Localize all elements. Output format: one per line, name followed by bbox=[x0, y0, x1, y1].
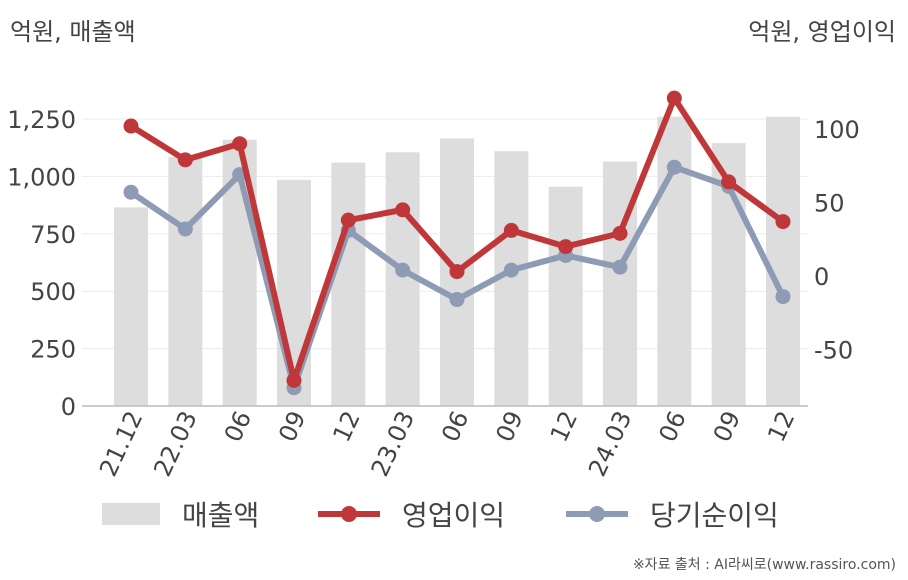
legend-swatch-operating-profit bbox=[318, 503, 380, 525]
legend-label-net-income: 당기순이익 bbox=[650, 499, 779, 532]
bar-revenue bbox=[766, 116, 800, 406]
x-tick-label: 09 bbox=[708, 407, 746, 447]
y-left-tick-label: 0 bbox=[61, 393, 76, 421]
x-tick-label: 22.03 bbox=[148, 407, 202, 481]
series-point bbox=[666, 90, 682, 106]
legend-label-operating-profit: 영업이익 bbox=[402, 499, 506, 532]
x-tick-label: 09 bbox=[490, 407, 528, 447]
series-point bbox=[123, 184, 139, 200]
series-point bbox=[177, 152, 193, 168]
legend-item-net-income: 당기순이익 bbox=[566, 492, 779, 536]
bar-revenue bbox=[331, 162, 366, 406]
bar-revenue bbox=[168, 156, 203, 406]
legend: 매출액 영업이익 당기순이익 bbox=[0, 492, 908, 536]
series-point bbox=[123, 118, 139, 134]
series-point bbox=[395, 202, 411, 218]
y-left-tick-label: 250 bbox=[30, 336, 76, 364]
y-right-tick-label: 50 bbox=[814, 190, 845, 218]
x-tick-label: 24.03 bbox=[583, 407, 637, 481]
x-tick-label: 06 bbox=[653, 407, 691, 447]
x-tick-label: 06 bbox=[436, 407, 474, 447]
left-axis-unit: 억원, 매출액 bbox=[10, 18, 136, 46]
x-tick-label: 09 bbox=[273, 407, 311, 447]
legend-label-revenue: 매출액 bbox=[182, 499, 260, 532]
series-point bbox=[666, 159, 682, 175]
y-right-tick-label: 0 bbox=[814, 263, 829, 291]
x-tick-label: 12 bbox=[545, 407, 583, 447]
legend-item-operating-profit: 영업이익 bbox=[318, 492, 505, 536]
legend-item-revenue: 매출액 bbox=[102, 492, 259, 536]
series-point bbox=[503, 222, 519, 238]
source-note: ※자료 출처 : AI라씨로(www.rassiro.com) bbox=[632, 557, 896, 573]
bar-series-revenue bbox=[114, 116, 800, 407]
series-point bbox=[612, 259, 628, 275]
y-left-tick-label: 1,250 bbox=[7, 106, 76, 134]
y-left-tick-label: 750 bbox=[30, 221, 76, 249]
combo-chart: 0 250 500 750 1,000 1,250 -50 0 50 100 21.12 22.03 0… bbox=[7, 90, 860, 481]
y-right-tick-label: 100 bbox=[814, 116, 860, 144]
series-point bbox=[775, 289, 791, 305]
right-axis-unit: 억원, 영업이익 bbox=[748, 18, 896, 46]
y-left-tick-label: 500 bbox=[30, 278, 76, 306]
x-tick-label: 21.12 bbox=[94, 407, 148, 481]
x-tick-label: 06 bbox=[219, 407, 257, 447]
series-point bbox=[340, 212, 356, 228]
series-point bbox=[286, 372, 302, 388]
series-point bbox=[775, 214, 791, 230]
line-series bbox=[123, 90, 791, 396]
series-point bbox=[395, 262, 411, 278]
legend-swatch-net-income bbox=[566, 503, 628, 525]
y-right-tick-label: -50 bbox=[814, 337, 853, 365]
legend-swatch-revenue bbox=[102, 503, 160, 525]
x-tick-label: 23.03 bbox=[366, 407, 420, 481]
y-left-tick-label: 1,000 bbox=[7, 163, 76, 191]
series-point bbox=[449, 264, 465, 280]
series-point bbox=[558, 239, 574, 255]
series-point bbox=[177, 221, 193, 237]
series-point bbox=[503, 262, 519, 278]
x-tick-label: 12 bbox=[762, 407, 800, 447]
series-point bbox=[612, 225, 628, 241]
series-point bbox=[721, 174, 737, 190]
bar-revenue bbox=[548, 186, 583, 406]
series-point bbox=[449, 292, 465, 308]
series-point bbox=[232, 136, 248, 152]
bar-revenue bbox=[114, 207, 148, 406]
x-tick-label: 12 bbox=[327, 407, 365, 447]
